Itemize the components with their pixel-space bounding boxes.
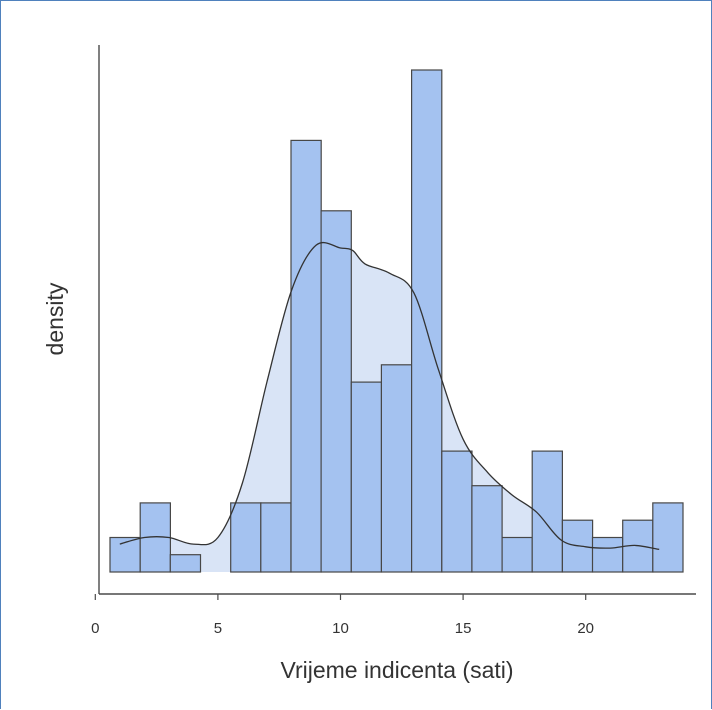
bars-layer [109,69,684,573]
x-tick-label-5: 5 [214,620,222,637]
x-ticks-layer: 0 5 10 15 20 [91,594,594,637]
x-tick-label-0: 0 [91,620,99,637]
histogram-bar-9 [380,364,413,573]
x-tick-label-20: 20 [577,620,594,637]
x-tick-label-15: 15 [455,620,472,637]
histogram-bar-13 [501,536,533,573]
histogram-bar-12 [471,485,503,573]
histogram-bar-4 [230,502,262,573]
density-line-layer [119,241,660,551]
density-curve [119,241,660,551]
histogram-bar-18 [652,502,684,573]
y-axis-title: density [42,282,68,355]
histogram-bar-0 [109,536,141,573]
histogram-bar-8 [350,381,383,573]
histogram-bar-10 [411,69,443,573]
histogram-bar-14 [531,450,564,573]
histogram-bar-16 [591,536,624,573]
histogram-bar-7 [320,210,352,573]
histogram-bar-6 [290,139,322,573]
x-axis-title: Vrijeme indicenta (sati) [280,657,513,683]
histogram-bar-2 [169,554,202,573]
axes-layer [98,45,696,595]
histogram-bar-11 [441,450,473,573]
x-tick-label-10: 10 [332,620,349,637]
histogram-bar-5 [260,502,292,573]
